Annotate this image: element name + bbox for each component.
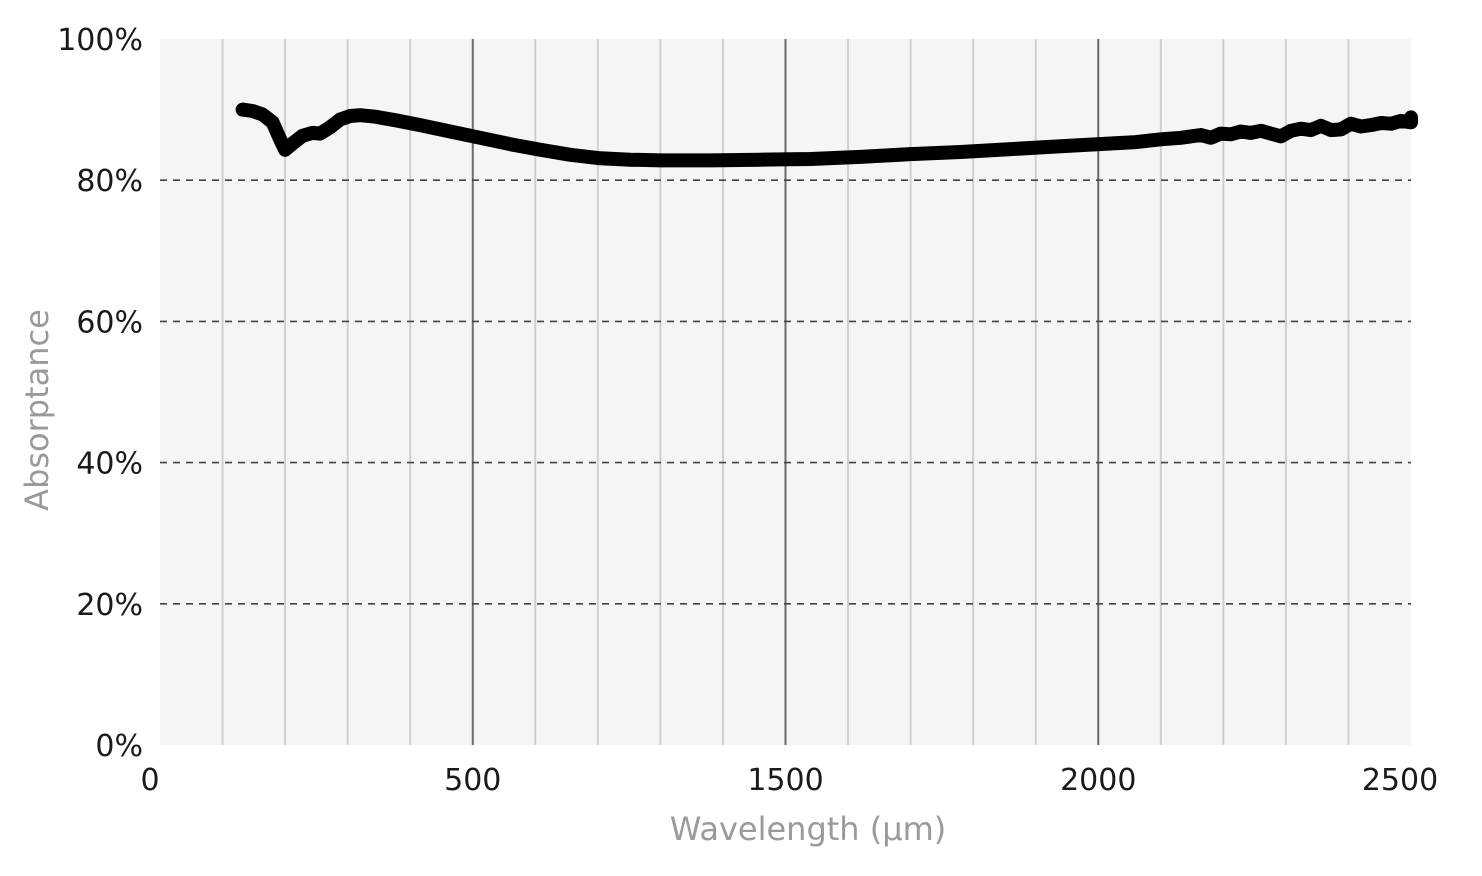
x-tick-label: 2000 [1060,763,1136,798]
y-tick-label: 80% [76,164,143,199]
x-tick-label: 2500 [1362,763,1438,798]
horizontal-gridlines [160,179,1411,605]
y-axis-title: Absorptance [18,309,56,511]
x-axis-title: Wavelength (μm) [670,810,947,848]
x-axis-tick-labels: 0 500 1500 2000 2500 [140,763,1438,798]
x-tick-label: 0 [140,763,159,798]
absorptance-series-line [235,102,1418,168]
y-axis-tick-labels: 0% 20% 40% 60% 80% 100% [57,23,143,764]
y-tick-label: 60% [76,305,143,340]
x-tick-label: 1500 [747,763,823,798]
x-tick-label: 500 [444,763,501,798]
y-tick-label: 0% [95,729,143,764]
y-tick-label: 20% [76,588,143,623]
y-tick-label: 40% [76,447,143,482]
y-tick-label: 100% [57,23,143,58]
